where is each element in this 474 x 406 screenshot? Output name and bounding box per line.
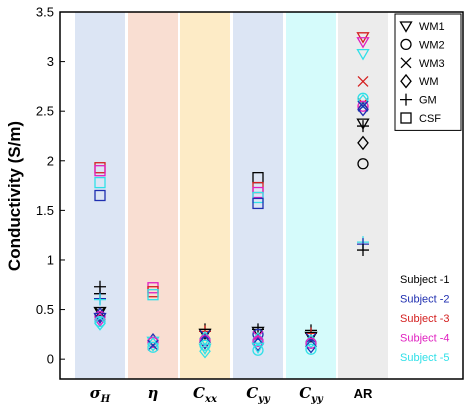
x-tick-label: Cyy xyxy=(299,384,324,405)
data-point xyxy=(357,93,369,109)
legend-label: WM2 xyxy=(419,39,445,51)
legend-marker xyxy=(400,112,412,124)
data-point xyxy=(94,310,106,323)
data-point xyxy=(357,158,369,170)
y-tick-label: 1 xyxy=(47,252,54,267)
subject-legend-label: Subject -2 xyxy=(400,294,450,306)
x-tick-label: Cxx xyxy=(193,384,218,405)
data-point xyxy=(357,120,369,133)
legend-marker xyxy=(400,93,412,106)
subject-legend: Subject -1 Subject -2 Subject -3 Subject -4… xyxy=(400,274,450,364)
data-point xyxy=(357,101,369,117)
data-point xyxy=(94,293,106,306)
y-tick-label: 2 xyxy=(47,153,54,168)
category-bands xyxy=(75,12,388,379)
x-tick-label: AR xyxy=(354,386,373,401)
band-3 xyxy=(233,12,283,379)
data-point xyxy=(252,344,264,356)
legend-label: WM3 xyxy=(419,58,445,70)
data-point xyxy=(251,342,265,355)
legend-frame xyxy=(394,13,462,131)
data-point xyxy=(357,135,369,151)
data-point xyxy=(305,338,317,354)
data-point xyxy=(304,331,318,344)
subject-legend-label: Subject -4 xyxy=(400,333,450,345)
band-1 xyxy=(128,12,178,379)
legend-label: CSF xyxy=(419,113,441,125)
legend-marker xyxy=(399,21,413,33)
data-point xyxy=(251,326,265,339)
data-point xyxy=(198,328,212,341)
data-point xyxy=(357,100,369,112)
data-point xyxy=(305,343,317,355)
data-point xyxy=(252,197,264,210)
data-point xyxy=(305,327,317,340)
legend-label: GM xyxy=(419,95,437,107)
data-point xyxy=(252,328,264,341)
data-point xyxy=(357,244,369,257)
plot-frame xyxy=(59,11,464,380)
subject-legend-label: Subject -1 xyxy=(400,274,450,286)
data-point xyxy=(147,289,159,301)
data-point xyxy=(252,335,264,347)
data-point xyxy=(252,336,264,352)
data-point xyxy=(147,339,159,351)
x-tick-label: η xyxy=(148,384,159,402)
legend-label: WM1 xyxy=(419,21,445,33)
data-point xyxy=(356,49,370,61)
legend-marker xyxy=(400,57,412,69)
data-point xyxy=(305,337,317,349)
band-4 xyxy=(286,12,336,379)
data-point xyxy=(94,189,106,202)
data-point xyxy=(356,37,370,49)
tissue-legend: WM1 WM2 WM3 WM GM CSF xyxy=(394,13,462,131)
data-point xyxy=(357,100,369,112)
data-point xyxy=(357,75,369,87)
legend-marker xyxy=(400,73,412,89)
data-point xyxy=(199,335,211,350)
data-point xyxy=(252,191,264,204)
band-2 xyxy=(180,12,230,379)
y-tick-label: 0.5 xyxy=(36,302,54,317)
data-point xyxy=(199,343,211,359)
data-point xyxy=(356,118,370,130)
x-tick-label: σH xyxy=(90,384,111,405)
y-tick-label: 2.5 xyxy=(36,104,54,119)
data-points xyxy=(93,32,370,359)
legend-marker xyxy=(400,38,412,51)
legend-label: WM xyxy=(419,76,439,88)
data-point xyxy=(94,316,106,331)
y-tick-label: 3.5 xyxy=(36,5,54,20)
y-tick-label: 3 xyxy=(47,54,54,69)
band-5 xyxy=(338,12,388,379)
y-axis-title: Conductivity (S/m) xyxy=(5,121,24,271)
data-point xyxy=(94,176,106,189)
x-tick-label: Cyy xyxy=(246,384,271,405)
data-point xyxy=(147,341,159,353)
data-point xyxy=(94,165,106,177)
x-tick-labels: σH η Cxx Cyy Cyy AR xyxy=(90,384,373,405)
subject-legend-label: Subject -3 xyxy=(400,313,450,325)
y-tick-label: 0 xyxy=(47,352,54,367)
subject-legend-label: Subject -5 xyxy=(400,352,450,364)
y-tick-label: 1.5 xyxy=(36,203,54,218)
